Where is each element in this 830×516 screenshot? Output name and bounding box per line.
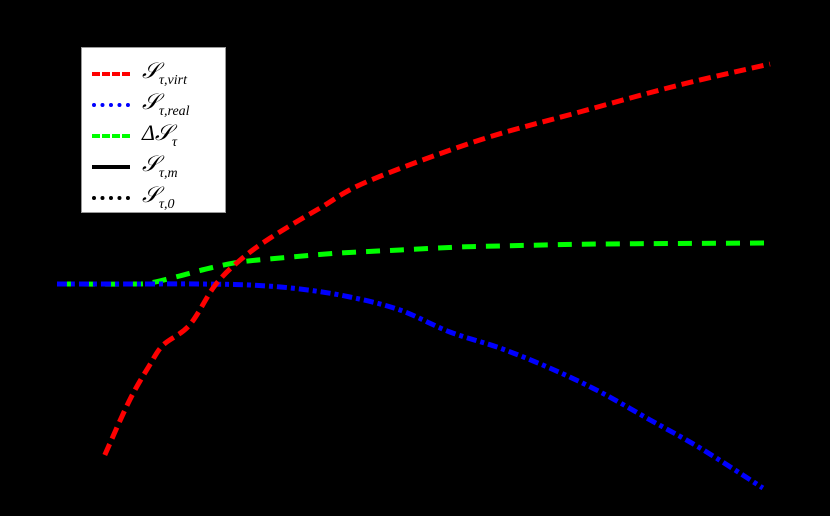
legend-item-virt: 𝒮τ,virt [90,58,225,88]
legend: 𝒮τ,virt 𝒮τ,real Δ𝒮τ 𝒮τ,m 𝒮τ,0 [81,47,226,213]
legend-line-0 [92,196,130,200]
series-line-2 [56,240,766,287]
legend-line-delta [92,134,130,138]
plot-area [56,61,771,491]
legend-label-real: 𝒮τ,real [142,89,190,119]
legend-line-virt [92,72,130,76]
legend-item-0: 𝒮τ,0 [90,182,225,212]
legend-label-delta: Δ𝒮τ [142,120,177,150]
series-line-1 [57,281,765,491]
legend-item-delta: Δ𝒮τ [90,120,225,150]
legend-label-0: 𝒮τ,0 [142,182,175,212]
legend-line-real [92,103,130,107]
legend-label-virt: 𝒮τ,virt [142,58,187,88]
legend-line-m [92,165,130,169]
legend-label-m: 𝒮τ,m [142,151,178,181]
legend-item-real: 𝒮τ,real [90,89,225,119]
series-line-0 [102,61,771,457]
legend-item-m: 𝒮τ,m [90,151,225,181]
